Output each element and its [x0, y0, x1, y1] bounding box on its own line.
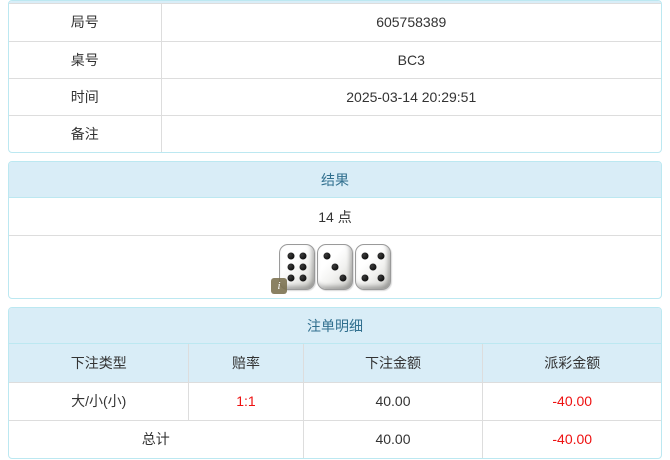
total-label: 总计	[9, 420, 304, 458]
info-icon[interactable]: i	[271, 278, 287, 294]
bet-row: 大/小(小) 1:1 40.00 -40.00	[9, 382, 661, 421]
result-panel-title: 结果	[9, 162, 661, 198]
bet-type: 大/小(小)	[9, 382, 190, 421]
die-3	[355, 244, 391, 290]
table-row: 局号 605758389	[9, 4, 661, 42]
dice-row: i	[9, 236, 661, 298]
result-points: 14 点	[9, 198, 661, 236]
table-row: 时间 2025-03-14 20:29:51	[9, 78, 661, 116]
bet-details-table: 下注类型 赔率 下注金额 派彩金额 大/小(小) 1:1 40.00 -40.0…	[9, 344, 661, 458]
round-number-value: 605758389	[161, 4, 661, 42]
bet-details-panel: 注单明细 下注类型 赔率 下注金额 派彩金额 大/小(小) 1:1 40.00 …	[8, 307, 662, 459]
total-bet-amount: 40.00	[303, 420, 484, 458]
bet-header-row: 下注类型 赔率 下注金额 派彩金额	[9, 344, 661, 383]
time-value: 2025-03-14 20:29:51	[161, 78, 661, 116]
round-info-panel-heading	[9, 1, 661, 4]
bet-amount: 40.00	[303, 382, 484, 421]
die-1	[279, 244, 315, 290]
dice-group: i	[271, 244, 392, 294]
col-header-odds: 赔率	[188, 344, 304, 383]
bet-payout: -40.00	[482, 382, 661, 421]
total-payout: -40.00	[552, 431, 593, 448]
bet-details-title: 注单明细	[9, 308, 661, 344]
table-row: 桌号 BC3	[9, 41, 661, 79]
table-row: 备注	[9, 115, 661, 152]
round-number-label: 局号	[9, 4, 162, 42]
remark-label: 备注	[9, 115, 162, 152]
bet-odds: 1:1	[188, 382, 304, 421]
table-number-label: 桌号	[9, 41, 162, 79]
round-info-table: 局号 605758389 桌号 BC3 时间 2025-03-14 20:29:…	[9, 4, 661, 152]
col-header-payout-amount: 派彩金额	[482, 344, 661, 383]
time-label: 时间	[9, 78, 162, 116]
col-header-bet-amount: 下注金额	[303, 344, 484, 383]
remark-value	[161, 115, 661, 152]
col-header-bet-type: 下注类型	[9, 344, 190, 383]
result-panel: 结果 14 点 i	[8, 161, 662, 299]
total-row: 总计 40.00 -40.00	[9, 420, 661, 458]
die-2	[317, 244, 353, 290]
round-info-panel: 局号 605758389 桌号 BC3 时间 2025-03-14 20:29:…	[8, 0, 662, 153]
table-number-value: BC3	[161, 41, 661, 79]
